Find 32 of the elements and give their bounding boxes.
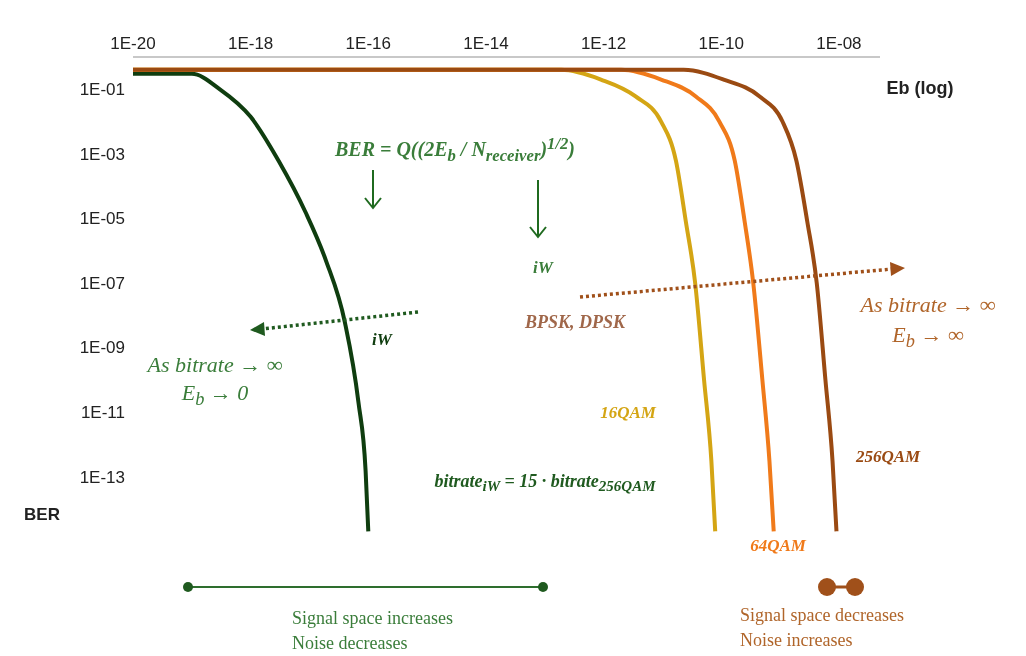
x-axis-title: Eb (log) <box>886 77 954 99</box>
y-tick-label: 1E-03 <box>79 144 125 164</box>
text: Signal space decreases <box>740 604 904 626</box>
annotation: As bitrate → ∞ <box>147 352 283 378</box>
annotation: As bitrate → ∞ <box>860 292 996 318</box>
x-tick-label: 1E-08 <box>816 34 862 53</box>
series-label: 64QAM <box>750 536 806 556</box>
series-label: iW <box>372 330 392 350</box>
x-tick-label: 1E-18 <box>227 34 274 53</box>
y-tick-label: 1E-05 <box>79 209 125 229</box>
y-tick-label: 1E-07 <box>79 273 125 293</box>
x-tick-label: 1E-20 <box>110 34 156 53</box>
annotation: BER = Q((2E$_{b}$ / N$_{receiver}$)$^{1/2}$) <box>334 133 576 167</box>
x-tick-label: 1E-16 <box>345 34 391 53</box>
text: 16QAM <box>600 403 656 423</box>
annotation: iW <box>533 258 553 278</box>
y-axis-title: BER <box>24 505 60 525</box>
annotation: BPSK, DPSK <box>524 311 626 333</box>
y-tick-label: 1E-09 <box>79 338 125 358</box>
text: Noise decreases <box>292 632 408 654</box>
x-tick-label: 1E-12 <box>580 34 627 53</box>
text: E$_{b}$ → ∞ <box>892 321 964 353</box>
series-label: 256QAM <box>855 447 921 467</box>
annotation: E$_{b}$ → 0 <box>181 379 249 411</box>
text: Signal space increases <box>292 607 453 629</box>
text: Noise increases <box>740 629 853 651</box>
y-tick-label: 1E-13 <box>79 467 125 487</box>
x-tick-label: 1E-10 <box>698 34 744 53</box>
y-tick-label: 1E-11 <box>80 402 125 422</box>
y-tick-label: 1E-01 <box>79 80 125 100</box>
x-tick-label: 1E-14 <box>463 34 509 53</box>
annotation: bitrate$_{iW}$ = 15 · bitrate$_{256QAM}$ <box>434 470 656 496</box>
